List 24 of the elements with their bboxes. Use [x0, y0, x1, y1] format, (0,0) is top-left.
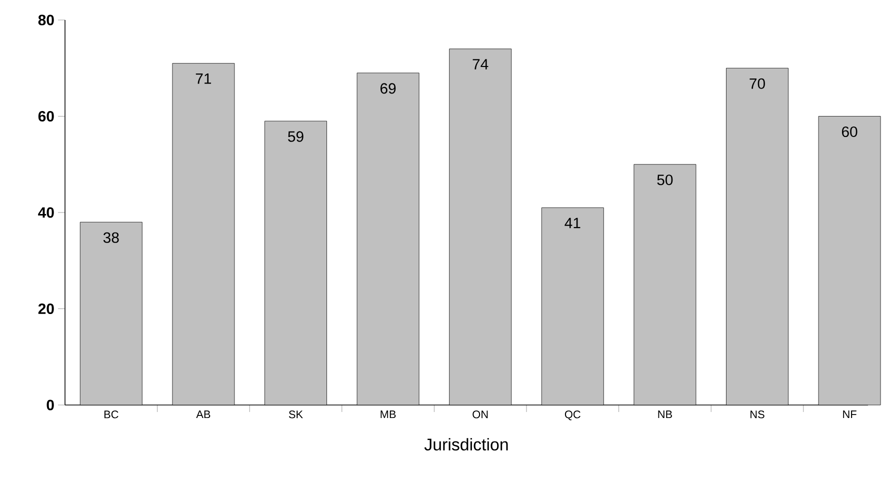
x-tick-label: NS [750, 410, 764, 418]
data-label: 74 [472, 59, 488, 70]
x-tick-label: NB [658, 410, 672, 418]
x-tick-label: QC [564, 410, 580, 420]
data-label: 69 [380, 83, 396, 94]
data-label: 41 [564, 218, 580, 228]
x-tick-label: BC [104, 410, 118, 418]
y-tick-label: 0 [46, 400, 54, 410]
data-label: 50 [657, 174, 673, 186]
data-label: 60 [842, 126, 858, 138]
x-tick-label: MB [380, 410, 396, 418]
x-tick-label: NF [843, 410, 856, 418]
x-axis-title: Jurisdiction [424, 438, 508, 451]
x-tick-label: AB [196, 410, 210, 418]
data-label: 70 [750, 78, 765, 89]
data-label: 71 [196, 74, 212, 84]
y-tick-label: 80 [38, 14, 54, 26]
x-tick-label: SK [288, 410, 303, 418]
data-label: 59 [288, 131, 304, 142]
y-tick-label: 60 [38, 110, 54, 122]
x-tick-label: ON [472, 410, 488, 418]
y-tick-label: 20 [38, 303, 54, 314]
data-label: 38 [103, 232, 119, 243]
y-tick-label: 40 [38, 207, 54, 218]
